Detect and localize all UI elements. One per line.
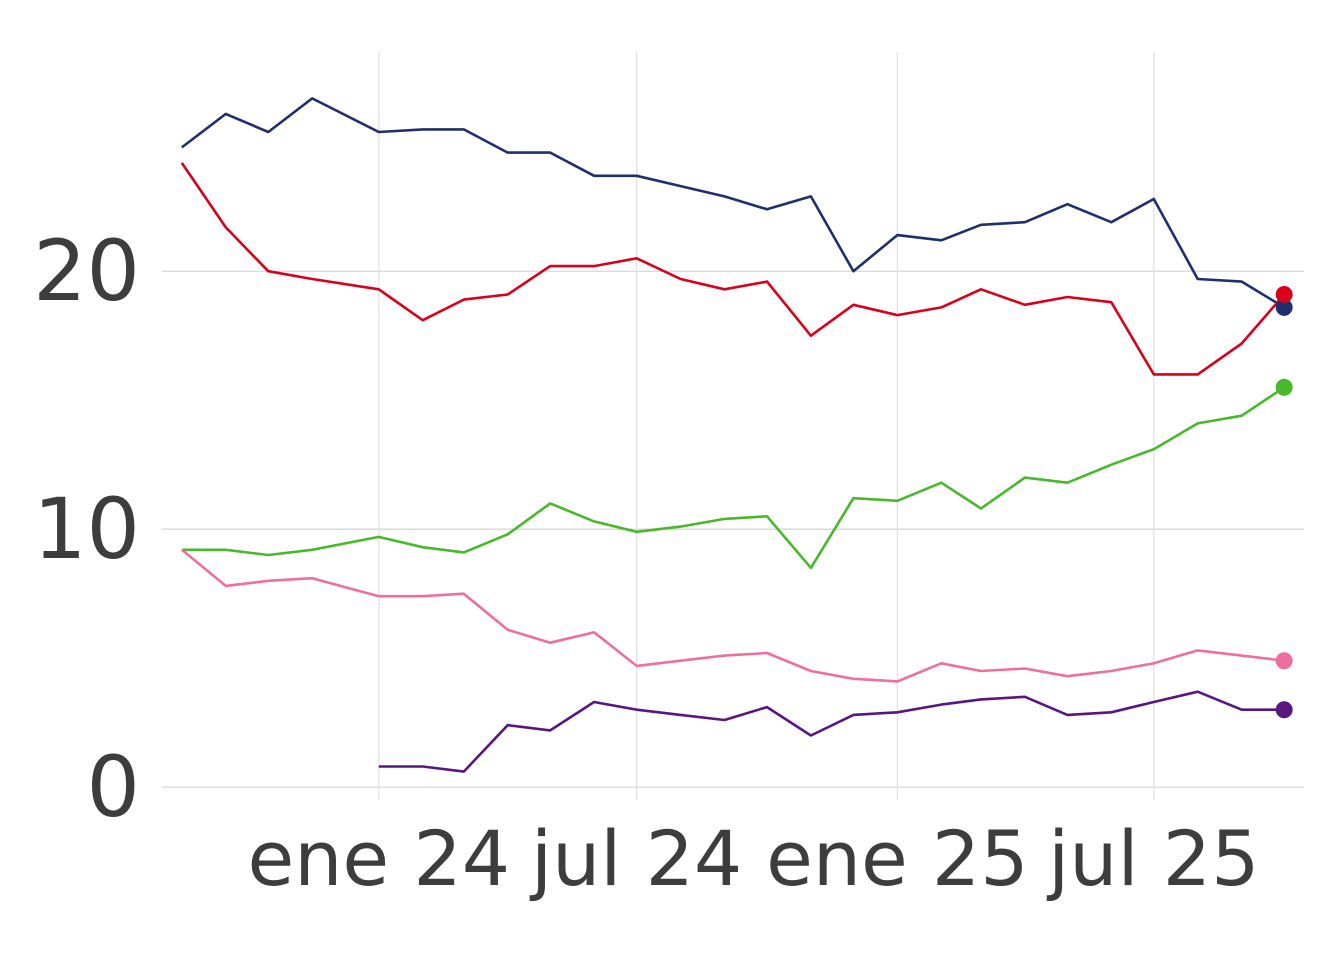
x-tick-label: jul 25 bbox=[1046, 814, 1259, 903]
x-tick-label: ene 24 bbox=[248, 814, 511, 903]
x-tick-label: ene 25 bbox=[766, 814, 1029, 903]
series-line-3 bbox=[181, 386, 1285, 570]
y-tick-label: 20 bbox=[33, 222, 140, 320]
end-markers bbox=[1275, 285, 1293, 719]
series-line-4 bbox=[180, 548, 1285, 683]
y-tick-label: 10 bbox=[33, 480, 140, 578]
series-end-marker-1 bbox=[1275, 298, 1293, 316]
gridlines bbox=[162, 52, 1304, 800]
series-end-marker-2 bbox=[1275, 285, 1293, 303]
y-axis-tick-labels: 0 10 20 bbox=[33, 222, 140, 836]
y-tick-label: 0 bbox=[87, 738, 140, 836]
series-end-marker-4 bbox=[1275, 652, 1293, 670]
series-end-marker-3 bbox=[1275, 378, 1293, 396]
x-tick-label: jul 24 bbox=[529, 814, 742, 903]
series-lines bbox=[180, 97, 1286, 773]
series-end-marker-5 bbox=[1275, 701, 1293, 719]
series-line-1 bbox=[181, 97, 1285, 309]
series-line-5 bbox=[378, 690, 1285, 773]
x-axis-tick-labels: ene 24 jul 24 ene 25 jul 25 bbox=[248, 814, 1260, 903]
series-line-2 bbox=[180, 162, 1286, 376]
